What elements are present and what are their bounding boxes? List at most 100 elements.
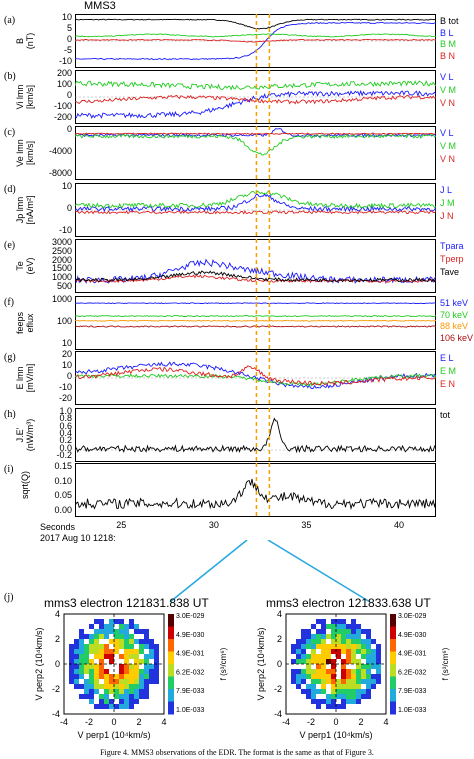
- distribution-cell: [301, 644, 306, 649]
- distribution-cell: [356, 644, 361, 649]
- distribution-cell: [119, 619, 124, 624]
- distribution-cell: [74, 664, 79, 669]
- y-tick-h-5: 0.0: [59, 442, 72, 453]
- distribution-ytick-1-1: 2: [277, 634, 282, 644]
- series-d-0: [75, 193, 436, 213]
- distribution-cell: [104, 664, 109, 669]
- distribution-cell: [139, 669, 144, 674]
- legend-b-0: V L: [440, 72, 454, 82]
- distribution-cell: [124, 694, 129, 699]
- colorbar-tick-1-3: 6.2E-032: [398, 669, 427, 676]
- distribution-cell: [351, 669, 356, 674]
- y-axis-label-e: Te (eV): [15, 257, 35, 275]
- colorbar-segment-0-6: [168, 689, 174, 702]
- y-tick-h-1: 0.8: [59, 413, 72, 424]
- distribution-cell: [129, 704, 134, 709]
- distribution-cell: [89, 689, 94, 694]
- y-tick-a-1: 5: [66, 23, 72, 33]
- distribution-cell: [124, 704, 129, 709]
- distribution-cell: [134, 629, 139, 634]
- distribution-cell: [69, 654, 74, 659]
- y-tick-g-0: 20: [61, 349, 72, 359]
- series-f-3: [75, 325, 436, 328]
- distribution-cell: [301, 634, 306, 639]
- panel-d-plot: [75, 183, 436, 237]
- distribution-cell: [356, 669, 361, 674]
- legend-a-2: B M: [440, 39, 457, 49]
- distribution-cell: [321, 664, 326, 669]
- distribution-cell: [129, 624, 134, 629]
- colorbar-segment-0-7: [168, 701, 174, 715]
- legend-e-0: Tpara: [440, 241, 464, 251]
- distribution-cell: [341, 624, 346, 629]
- distribution-cell: [74, 654, 79, 659]
- distribution-cell: [321, 699, 326, 704]
- series-b-0: [75, 89, 436, 119]
- distribution-cell: [144, 674, 149, 679]
- distribution-cell: [124, 659, 129, 664]
- y-tick-e-2: 2000: [51, 254, 72, 265]
- distribution-cell: [134, 654, 139, 659]
- distribution-cell: [346, 669, 351, 674]
- distribution-cell: [124, 684, 129, 689]
- distribution-cell: [316, 634, 321, 639]
- distribution-cell: [356, 674, 361, 679]
- colorbar-segment-1-3: [390, 651, 396, 665]
- distribution-cell: [124, 664, 129, 669]
- distribution-cell: [144, 679, 149, 684]
- distribution-cell: [291, 644, 296, 649]
- distribution-cell: [291, 674, 296, 679]
- panel-label-a: (a): [4, 15, 16, 26]
- distribution-cell: [376, 674, 381, 679]
- distribution-cell: [114, 704, 119, 709]
- y-tick-i-3: 0.00: [54, 505, 72, 515]
- distribution-cell: [351, 654, 356, 659]
- colorbar-label-0: f (s³/cm⁶): [219, 647, 228, 680]
- distribution-cell: [351, 619, 356, 624]
- distribution-cell: [109, 654, 114, 659]
- distribution-cell: [291, 659, 296, 664]
- distribution-cell: [301, 649, 306, 654]
- colorbar-segment-1-7: [390, 701, 396, 715]
- y-tick-a-4: -10: [58, 56, 72, 66]
- distribution-cell: [341, 679, 346, 684]
- y-tick-f-0: 1000: [51, 294, 72, 304]
- series-g-2: [75, 365, 436, 387]
- distribution-cell: [99, 699, 104, 704]
- distribution-cell: [114, 639, 119, 644]
- series-a-1: [75, 21, 436, 61]
- distribution-cell: [331, 684, 336, 689]
- distribution-cell: [99, 654, 104, 659]
- x-tick-3: 40: [393, 520, 404, 530]
- series-f-1: [75, 315, 436, 318]
- distribution-cell: [154, 679, 159, 684]
- y-tick-b-4: -200: [53, 112, 72, 122]
- distribution-cell: [356, 689, 361, 694]
- legend-f-0: 51 keV: [440, 298, 469, 308]
- y-tick-g-4: -20: [58, 393, 72, 403]
- distribution-cell: [119, 659, 124, 664]
- distribution-cell: [124, 654, 129, 659]
- distribution-cell: [99, 694, 104, 699]
- distribution-cell: [366, 639, 371, 644]
- distribution-cell: [346, 649, 351, 654]
- distribution-cell: [109, 649, 114, 654]
- distribution-cell: [139, 629, 144, 634]
- distribution-cell: [109, 639, 114, 644]
- distribution-cell: [326, 664, 331, 669]
- distribution-cell: [119, 689, 124, 694]
- distribution-cell: [316, 619, 321, 624]
- panel-i-plot: [75, 463, 436, 517]
- distribution-cell: [321, 639, 326, 644]
- panel-label-i: (i): [4, 464, 14, 475]
- legend-a-1: B L: [440, 27, 454, 38]
- distribution-ylabel-1: V perp2 (10⁴km/s): [256, 628, 266, 701]
- distribution-cell: [316, 674, 321, 679]
- distribution-cell: [301, 654, 306, 659]
- distribution-cell: [114, 629, 119, 634]
- distribution-ytick-1-0: 4: [277, 609, 282, 619]
- distribution-cell: [321, 669, 326, 674]
- distribution-cell: [311, 694, 316, 699]
- distribution-cell: [89, 624, 94, 629]
- distribution-cell: [129, 619, 134, 624]
